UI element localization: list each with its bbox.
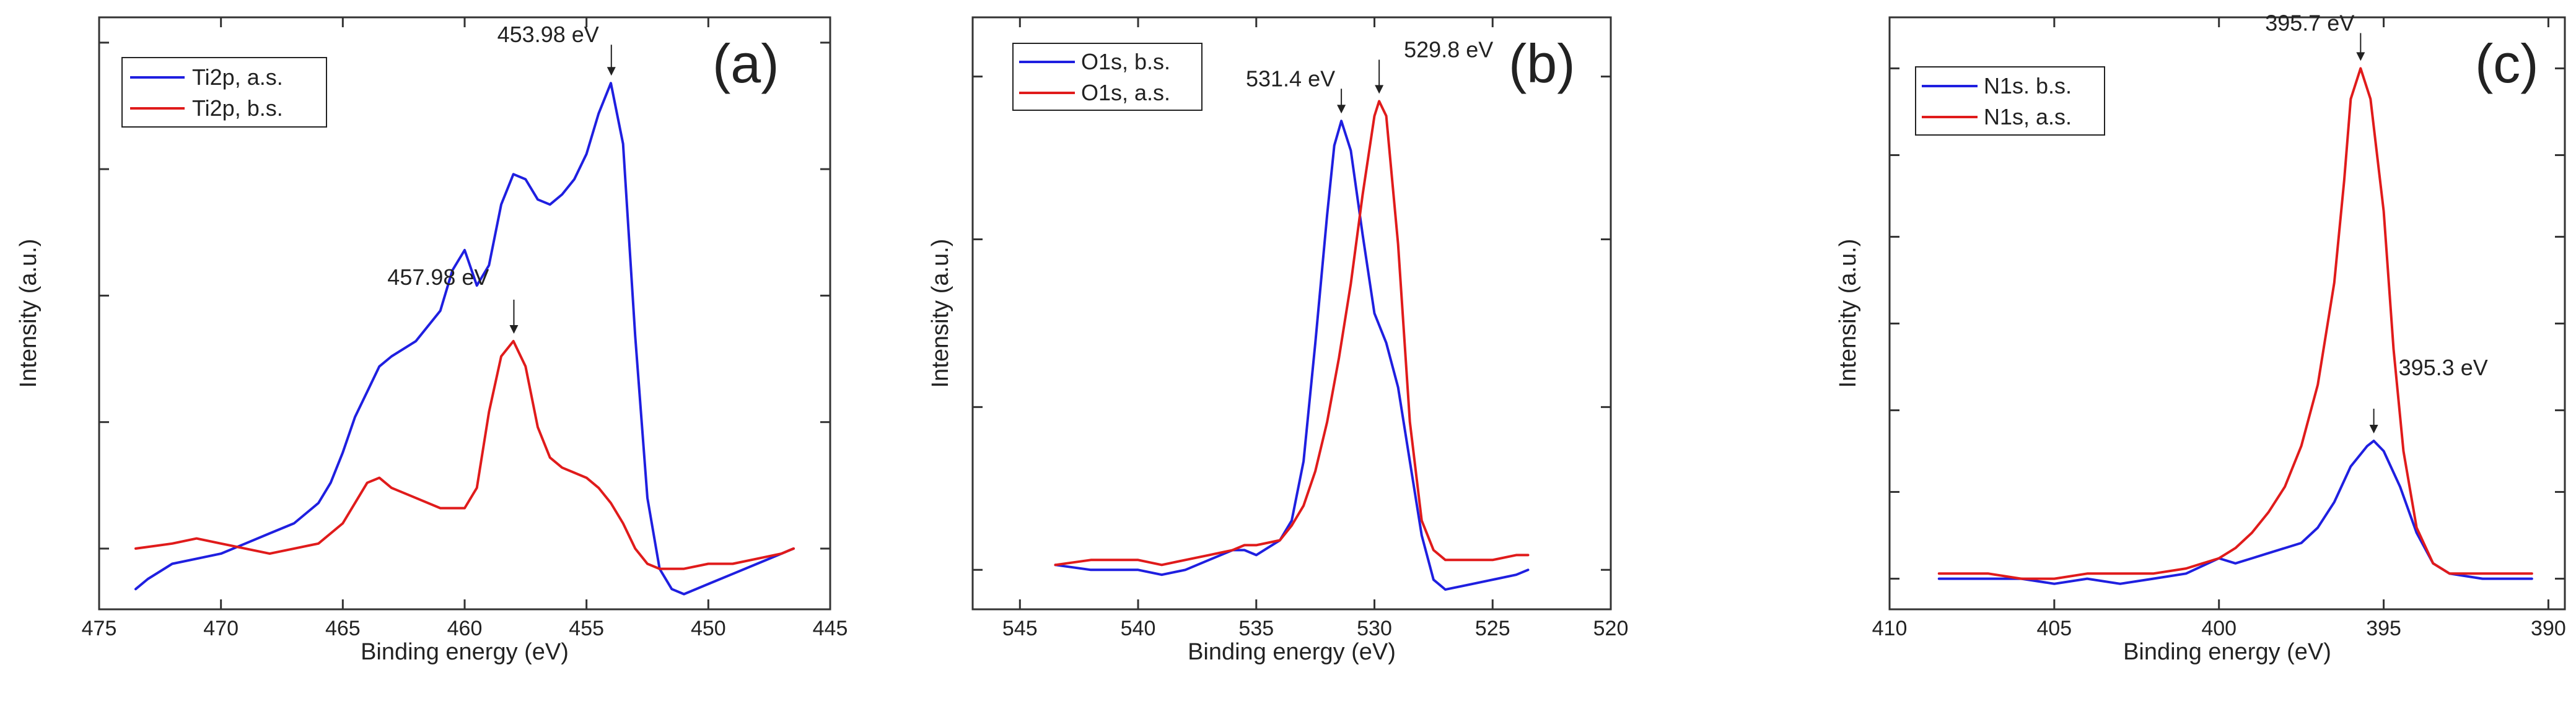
panel-c-legend-box [1915, 66, 2105, 136]
panel-c-legend-label-2: N1s, a.s. [1984, 104, 2072, 129]
panel-b: 545 540 535 530 525 520 531.4 eV 529.8 eV O1s, … [927, 16, 1628, 665]
panel-b-annotation-0-label: 531.4 eV [1246, 66, 1335, 91]
panel-a-xtick-label-3: 460 [447, 617, 483, 640]
panel-c-xtick-label-2: 400 [2201, 617, 2236, 640]
panel-a-annotation-1-arrow-head [509, 324, 519, 334]
panel-c-xtick-label-3: 395 [2366, 617, 2401, 640]
panel-a-letter: (a) [712, 33, 779, 94]
panel-c-xlabel: Binding energy (eV) [2123, 639, 2331, 665]
panel-b-plot: 545 540 535 530 525 520 531.4 eV 529.8 eV [973, 17, 1628, 640]
panel-a-plot: 475 470 465 460 455 450 445 453.98 eV 457.98 eV [82, 17, 848, 640]
panel-b-xlabel: Binding energy (eV) [1188, 639, 1396, 665]
panel-a-xtick-label-2: 465 [325, 617, 361, 640]
panel-a-xtick-label-6: 445 [813, 617, 848, 640]
panel-b-frame [971, 16, 1612, 611]
panel-b-annotation-1-label: 529.8 eV [1404, 37, 1493, 62]
panel-a-legend-label-2: Ti2p, b.s. [192, 95, 283, 121]
panel-b-annotation-0-arrow-head [1337, 105, 1346, 114]
panel-b-legend-label-2: O1s, a.s. [1081, 80, 1170, 105]
panel-c-frame [1888, 16, 2566, 611]
panel-a-ylabel: Intensity (a.u.) [15, 239, 42, 388]
panel-a-legend-box [121, 57, 327, 128]
panel-b-xtick-label-1: 540 [1121, 617, 1156, 640]
panel-c-series-1-line [1937, 67, 2533, 580]
panel-a-xtick-label-4: 455 [569, 617, 604, 640]
panel-a-series-1-line [134, 339, 795, 570]
panel-a-annotation-0-label: 453.98 eV [497, 22, 599, 47]
panel-c-annotation-1-arrow-head [2369, 425, 2378, 434]
panel-c-legend: N1s. b.s. N1s, a.s. [1915, 66, 2105, 136]
panel-c-xtick-label-4: 390 [2531, 617, 2566, 640]
panel-c-plot: 410 405 400 395 390 395.7 eV 395.3 eV [1872, 10, 2566, 640]
panel-a-xtick-label-5: 450 [691, 617, 726, 640]
panel-a-annotation-0-arrow-head [607, 67, 616, 76]
panel-b-legend-label-1: O1s, b.s. [1081, 49, 1170, 74]
panel-c-ylabel: Intensity (a.u.) [1835, 239, 1861, 388]
panel-a-legend-label-1: Ti2p, a.s. [192, 64, 283, 90]
panel-b-xtick-label-4: 525 [1475, 617, 1510, 640]
panel-b-xtick-label-5: 520 [1593, 617, 1629, 640]
panel-c-annotation-0-arrow-head [2356, 52, 2365, 61]
panel-a-xtick-label-0: 475 [82, 617, 117, 640]
panel-b-series-1-line [1054, 100, 1530, 567]
panel-c-annotation-0-label: 395.7 eV [2265, 10, 2354, 35]
panel-a-annotation-1-label: 457.98 eV [387, 264, 489, 290]
panel-b-xtick-label-3: 530 [1357, 617, 1392, 640]
panel-c: 410 405 400 395 390 395.7 eV 395.3 eV N1s. b.s… [1835, 10, 2566, 665]
panel-c-annotation-1-label: 395.3 eV [2399, 355, 2488, 380]
panel-b-series-0-line [1054, 120, 1530, 591]
panel-a-xtick-label-1: 470 [203, 617, 239, 640]
panel-b-legend: O1s, b.s. O1s, a.s. [1012, 43, 1203, 111]
panel-b-xtick-label-0: 545 [1002, 617, 1038, 640]
panel-b-letter: (b) [1509, 33, 1575, 94]
panel-b-annotation-1-arrow-head [1375, 85, 1384, 94]
panel-b-xtick-label-2: 535 [1238, 617, 1274, 640]
panel-c-xtick-label-0: 410 [1872, 617, 1908, 640]
panel-b-legend-box [1012, 43, 1203, 111]
panel-a-series-0-line [134, 82, 795, 596]
panel-c-series-0-line [1937, 440, 2533, 585]
panel-b-ylabel: Intensity (a.u.) [927, 239, 953, 388]
panel-c-legend-label-1: N1s. b.s. [1984, 73, 2072, 98]
panel-a-legend: Ti2p, a.s. Ti2p, b.s. [121, 57, 327, 128]
panel-c-letter: (c) [2475, 33, 2539, 94]
panel-a-xlabel: Binding energy (eV) [361, 639, 569, 665]
panel-c-xtick-label-1: 405 [2036, 617, 2072, 640]
